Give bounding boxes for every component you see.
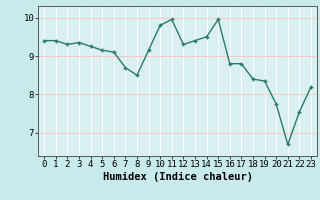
X-axis label: Humidex (Indice chaleur): Humidex (Indice chaleur): [103, 172, 252, 182]
